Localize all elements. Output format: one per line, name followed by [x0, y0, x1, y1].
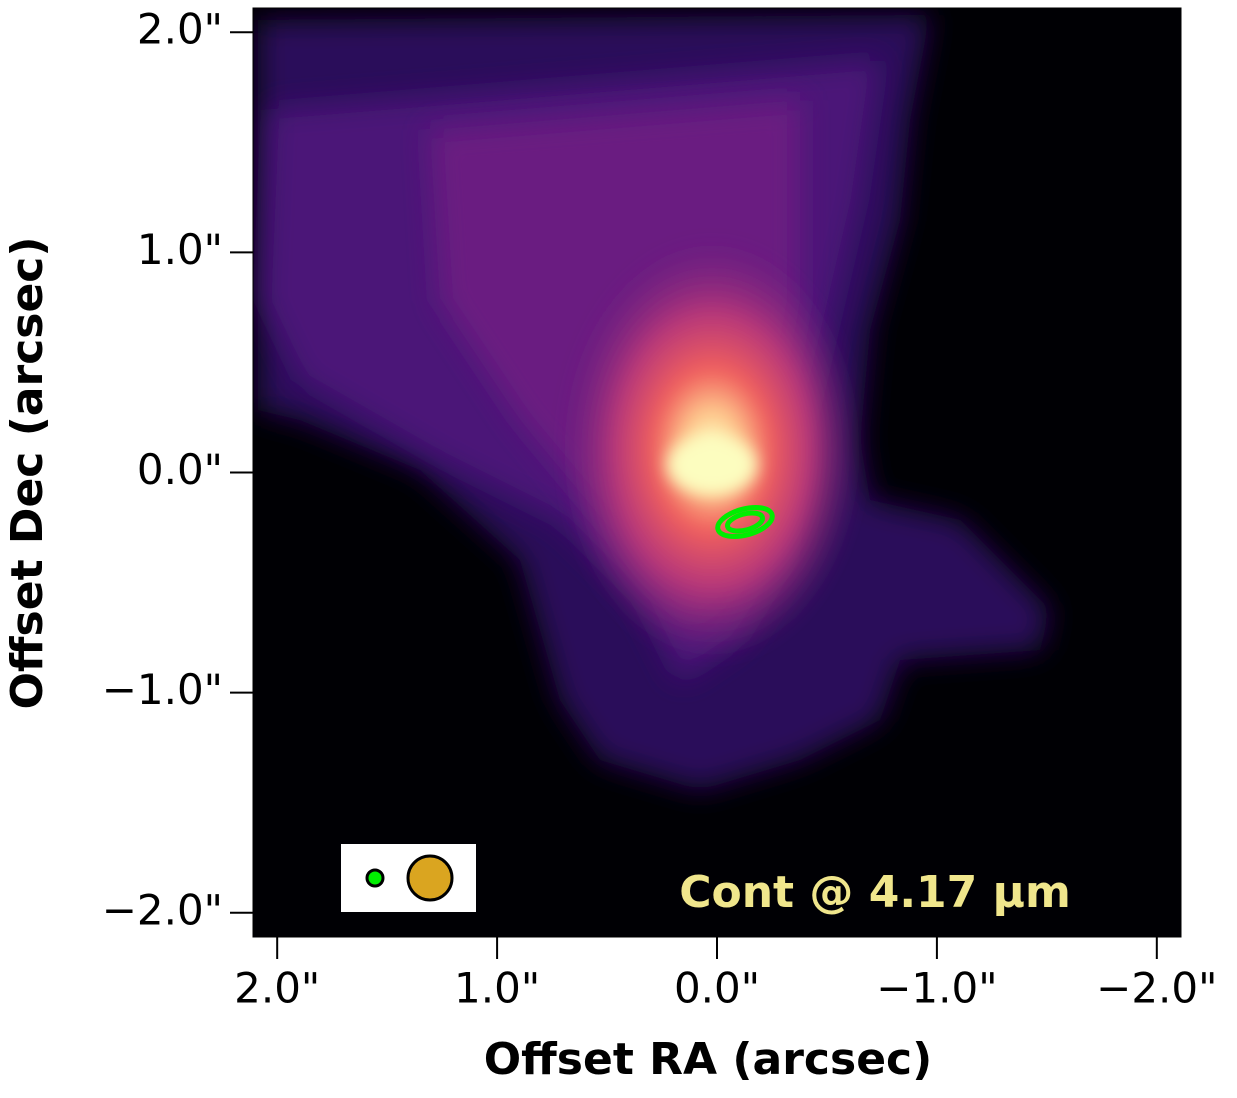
contour [715, 505, 775, 539]
y-tick-label: −2.0" [102, 885, 223, 934]
beam-large [406, 854, 454, 902]
x-tick-label: −1.0" [876, 964, 997, 1013]
y-tick-label: 1.0" [137, 225, 223, 274]
beam-small [365, 868, 385, 888]
y-tick-label: 0.0" [137, 445, 223, 494]
x-tick-label: 1.0" [454, 964, 540, 1013]
y-tick-label: 2.0" [137, 5, 223, 54]
annotation: Cont @ 4.17 μm [679, 867, 1071, 918]
x-tick-label: 2.0" [234, 964, 320, 1013]
x-tick-label: 0.0" [674, 964, 760, 1013]
image [253, 8, 1181, 937]
x-tick-label: −2.0" [1096, 964, 1217, 1013]
y-axis-label: Offset Dec (arcsec) [2, 237, 53, 710]
x-axis-label: Offset RA (arcsec) [484, 1034, 933, 1085]
y-tick-label: −1.0" [102, 665, 223, 714]
